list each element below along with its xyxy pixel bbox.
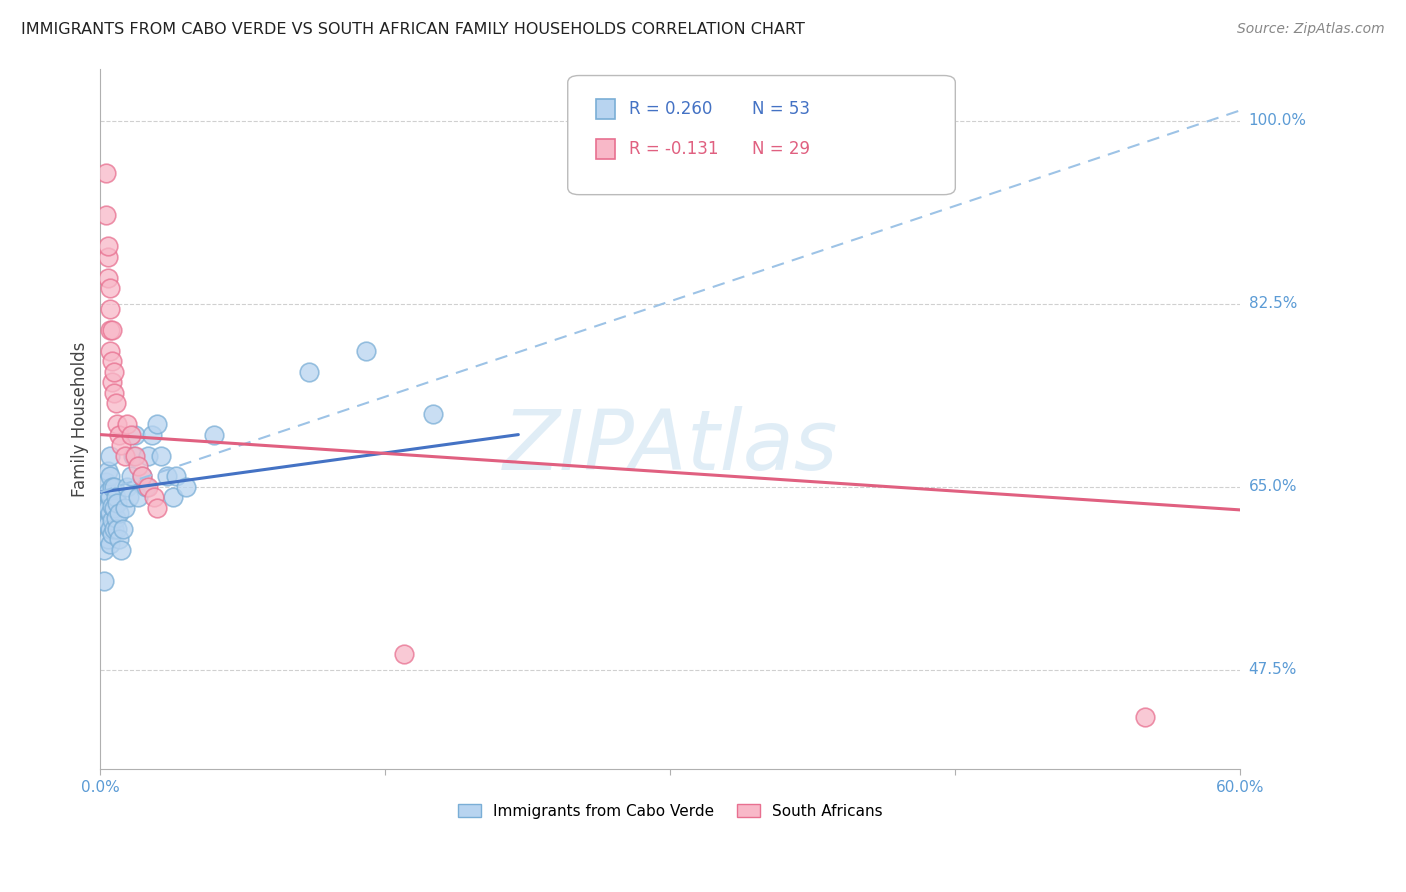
Point xyxy=(94,475,117,489)
Point xyxy=(97,464,120,478)
Bar xyxy=(596,139,616,159)
Text: IMMIGRANTS FROM CABO VERDE VS SOUTH AFRICAN FAMILY HOUSEHOLDS CORRELATION CHART: IMMIGRANTS FROM CABO VERDE VS SOUTH AFRI… xyxy=(21,22,806,37)
Point xyxy=(107,522,129,536)
Point xyxy=(100,499,122,513)
Text: 100.0%: 100.0% xyxy=(1249,113,1306,128)
Point xyxy=(121,449,143,463)
Point xyxy=(146,500,169,515)
Point xyxy=(108,506,131,520)
Y-axis label: Family Households: Family Households xyxy=(72,342,89,497)
Point xyxy=(124,449,146,463)
Point xyxy=(94,208,117,222)
Point xyxy=(202,427,225,442)
Point xyxy=(98,323,121,337)
Point xyxy=(104,511,127,525)
Point xyxy=(93,574,115,588)
Point xyxy=(98,281,121,295)
Point xyxy=(131,469,153,483)
Point xyxy=(100,480,122,494)
Point xyxy=(98,491,121,505)
Point xyxy=(162,491,184,505)
Point xyxy=(156,469,179,483)
Point xyxy=(103,522,125,536)
Text: N = 29: N = 29 xyxy=(752,140,810,158)
Point xyxy=(100,354,122,368)
Point xyxy=(110,438,132,452)
Text: N = 53: N = 53 xyxy=(752,100,810,118)
Point xyxy=(114,449,136,463)
Text: ZIPAtlas: ZIPAtlas xyxy=(502,407,838,487)
Point xyxy=(100,323,122,337)
Text: 65.0%: 65.0% xyxy=(1249,479,1298,494)
Point xyxy=(97,270,120,285)
Point xyxy=(120,427,142,442)
Point xyxy=(97,239,120,253)
Point xyxy=(112,522,135,536)
Point xyxy=(93,542,115,557)
Point xyxy=(115,417,138,431)
Point xyxy=(146,417,169,431)
Text: 82.5%: 82.5% xyxy=(1249,296,1296,311)
Point xyxy=(97,532,120,546)
Point xyxy=(135,480,157,494)
Point xyxy=(136,449,159,463)
Point xyxy=(98,343,121,358)
Point xyxy=(98,449,121,463)
Point xyxy=(114,500,136,515)
Point xyxy=(150,449,173,463)
Bar xyxy=(596,99,616,119)
Point xyxy=(98,537,121,551)
Point xyxy=(98,506,121,520)
Point xyxy=(115,480,138,494)
Point xyxy=(94,500,117,515)
Point xyxy=(94,166,117,180)
Point xyxy=(118,491,141,505)
Point xyxy=(103,480,125,494)
FancyBboxPatch shape xyxy=(568,76,955,194)
Point xyxy=(108,532,131,546)
Point xyxy=(1135,710,1157,724)
Point xyxy=(422,407,444,421)
Point xyxy=(141,427,163,442)
Point xyxy=(100,527,122,541)
Point xyxy=(136,480,159,494)
Point xyxy=(142,491,165,505)
Point xyxy=(103,385,125,400)
Point xyxy=(356,343,378,358)
Point xyxy=(131,469,153,483)
Point xyxy=(124,427,146,442)
Point xyxy=(127,458,149,473)
Text: Source: ZipAtlas.com: Source: ZipAtlas.com xyxy=(1237,22,1385,37)
Point xyxy=(104,396,127,410)
Point xyxy=(120,469,142,483)
Point xyxy=(394,647,416,661)
Point xyxy=(94,485,117,500)
Text: R = 0.260: R = 0.260 xyxy=(628,100,713,118)
Point xyxy=(107,417,129,431)
Point xyxy=(100,376,122,390)
Point xyxy=(165,469,187,483)
Point xyxy=(108,427,131,442)
Point xyxy=(127,491,149,505)
Point xyxy=(97,500,120,515)
Text: 47.5%: 47.5% xyxy=(1249,663,1296,677)
Text: R = -0.131: R = -0.131 xyxy=(628,140,718,158)
Point xyxy=(104,491,127,505)
Point xyxy=(174,480,197,494)
Point xyxy=(97,250,120,264)
Legend: Immigrants from Cabo Verde, South Africans: Immigrants from Cabo Verde, South Africa… xyxy=(451,797,889,825)
Point xyxy=(98,469,121,483)
Point xyxy=(100,513,122,527)
Point xyxy=(97,485,120,500)
Point xyxy=(298,365,321,379)
Point xyxy=(94,516,117,531)
Point xyxy=(107,495,129,509)
Point xyxy=(98,522,121,536)
Point xyxy=(97,516,120,531)
Point xyxy=(103,500,125,515)
Point xyxy=(103,365,125,379)
Point xyxy=(98,302,121,317)
Point xyxy=(110,542,132,557)
